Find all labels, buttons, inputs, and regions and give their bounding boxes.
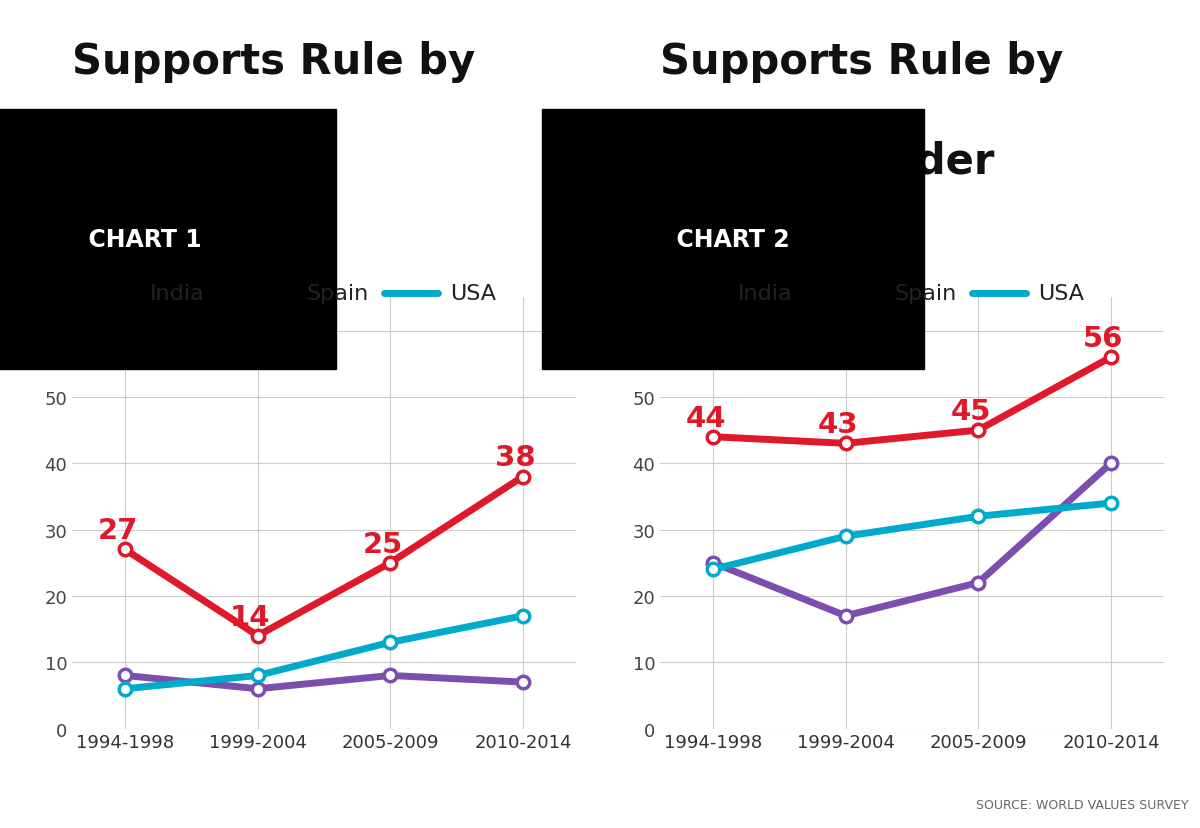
Text: 25: 25 [362, 530, 403, 558]
Text: 43: 43 [818, 411, 858, 439]
Text: CHART 1: CHART 1 [72, 228, 218, 252]
Text: 38: 38 [496, 444, 535, 472]
Text: India: India [738, 284, 793, 304]
Text: (Figures in %): (Figures in %) [74, 296, 175, 311]
Text: Supports Rule by: Supports Rule by [72, 41, 475, 84]
Text: USA: USA [1038, 284, 1084, 304]
Text: SOURCE: WORLD VALUES SURVEY: SOURCE: WORLD VALUES SURVEY [976, 798, 1188, 811]
Text: CHART 2: CHART 2 [660, 228, 806, 252]
Text: 44: 44 [685, 404, 726, 432]
Text: USA: USA [450, 284, 496, 304]
Text: 27: 27 [97, 517, 138, 545]
Text: 56: 56 [1084, 325, 1123, 353]
Text: 45: 45 [950, 397, 991, 426]
Text: India: India [150, 284, 205, 304]
Text: Army: Army [72, 141, 196, 183]
Text: Supports Rule by: Supports Rule by [660, 41, 1063, 84]
Text: Strong Leader: Strong Leader [660, 141, 995, 183]
Text: Spain: Spain [306, 284, 368, 304]
Text: 14: 14 [230, 603, 270, 631]
Text: Spain: Spain [894, 284, 956, 304]
Text: (Figures in %): (Figures in %) [662, 296, 763, 311]
